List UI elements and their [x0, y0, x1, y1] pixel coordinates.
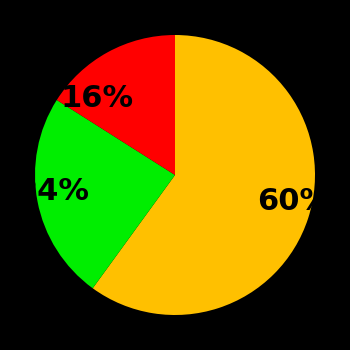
Text: 16%: 16% [60, 84, 133, 113]
Text: 60%: 60% [258, 187, 331, 216]
Wedge shape [35, 100, 175, 288]
Text: 24%: 24% [17, 177, 90, 206]
Wedge shape [93, 35, 315, 315]
Wedge shape [57, 35, 175, 175]
